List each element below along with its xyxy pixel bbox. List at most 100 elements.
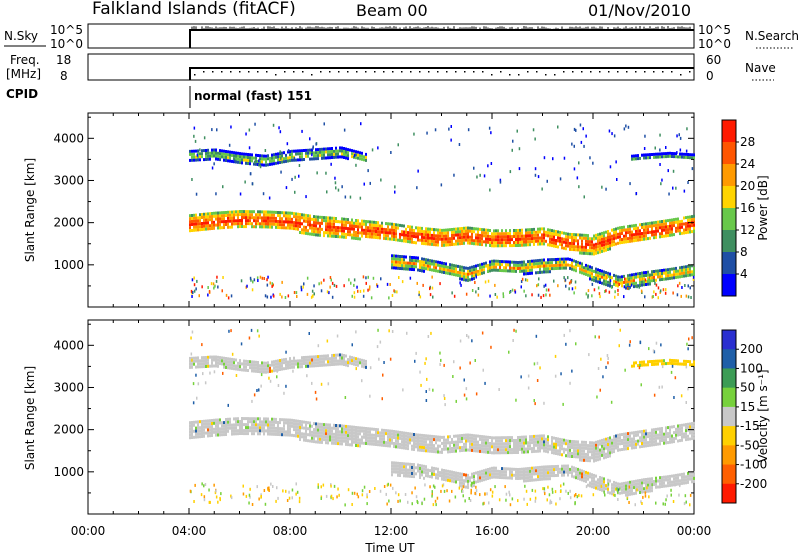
echo-cell xyxy=(451,471,453,474)
echo-cell xyxy=(567,465,569,468)
echo-cell xyxy=(395,468,397,471)
echo-cell xyxy=(419,467,421,470)
echo-cell xyxy=(441,451,443,454)
echo-cell xyxy=(569,468,571,471)
echo-cell xyxy=(611,244,613,247)
echo-cell xyxy=(189,214,191,217)
echo-cell xyxy=(275,220,277,223)
echo-cell xyxy=(557,261,559,264)
echo-cell xyxy=(577,233,579,236)
echo-cell xyxy=(505,266,507,269)
echo-cell xyxy=(311,431,313,434)
echo-cell xyxy=(313,434,315,437)
echo-cell xyxy=(253,216,255,219)
echo-cell xyxy=(433,467,435,470)
echo-cell xyxy=(443,448,445,451)
echo-cell xyxy=(517,445,519,448)
echo-cell xyxy=(605,271,607,274)
nave-dot xyxy=(257,71,259,73)
echo-cell xyxy=(250,172,252,175)
echo-cell xyxy=(485,451,487,454)
echo-cell xyxy=(289,425,291,428)
echo-cell xyxy=(453,231,455,234)
echo-cell xyxy=(457,230,459,233)
echo-cell xyxy=(545,468,547,471)
echo-cell xyxy=(197,154,199,157)
echo-cell xyxy=(399,236,401,239)
echo-cell xyxy=(465,437,467,440)
echo-cell xyxy=(659,163,661,166)
echo-cell xyxy=(489,263,491,266)
echo-cell xyxy=(280,157,282,160)
echo-cell xyxy=(325,172,327,175)
echo-cell xyxy=(481,470,483,473)
echo-cell xyxy=(383,438,385,441)
echo-cell xyxy=(437,229,439,232)
echo-cell xyxy=(579,252,581,255)
echo-cell xyxy=(683,223,685,226)
nave-dot xyxy=(500,71,502,73)
echo-cell xyxy=(257,279,259,282)
echo-cell xyxy=(373,443,375,446)
echo-cell xyxy=(215,422,217,425)
echo-cell xyxy=(313,215,315,218)
echo-cell xyxy=(513,267,515,270)
echo-cell xyxy=(601,250,603,253)
echo-cell xyxy=(223,223,225,226)
echo-cell xyxy=(423,230,425,233)
echo-cell xyxy=(639,232,641,235)
echo-cell xyxy=(311,218,313,221)
echo-cell xyxy=(525,473,527,476)
echo-cell xyxy=(205,420,207,423)
echo-cell xyxy=(467,480,469,483)
echo-cell xyxy=(317,441,319,444)
echo-cell xyxy=(419,449,421,452)
echo-cell xyxy=(669,438,671,441)
echo-cell xyxy=(197,222,199,225)
echo-cell xyxy=(205,149,207,152)
echo-cell xyxy=(535,240,537,243)
echo-cell xyxy=(493,442,495,445)
echo-cell xyxy=(371,440,373,443)
echo-cell xyxy=(587,294,589,297)
echo-cell xyxy=(569,258,571,261)
echo-cell xyxy=(559,453,561,456)
echo-cell xyxy=(523,264,525,267)
echo-cell xyxy=(213,224,215,227)
echo-cell xyxy=(389,439,391,442)
echo-cell xyxy=(225,153,227,156)
echo-cell xyxy=(321,157,323,160)
echo-cell xyxy=(327,423,329,426)
echo-cell xyxy=(201,423,203,426)
echo-cell xyxy=(301,423,303,426)
echo-cell xyxy=(445,448,447,451)
echo-cell xyxy=(247,417,249,420)
echo-cell xyxy=(605,240,607,243)
echo-cell xyxy=(683,229,685,232)
echo-cell xyxy=(203,420,205,423)
echo-cell xyxy=(321,438,323,441)
echo-cell xyxy=(315,227,317,230)
echo-cell xyxy=(473,227,475,230)
echo-cell xyxy=(559,438,561,441)
echo-cell xyxy=(253,157,255,160)
echo-cell xyxy=(473,277,475,280)
echo-cell xyxy=(327,231,329,234)
echo-cell xyxy=(405,265,407,268)
echo-cell xyxy=(577,455,579,458)
echo-cell xyxy=(543,236,545,239)
echo-cell xyxy=(196,280,198,283)
echo-cell xyxy=(409,237,411,240)
echo-cell xyxy=(691,224,693,227)
echo-cell xyxy=(341,436,343,439)
echo-cell xyxy=(385,222,387,225)
echo-cell xyxy=(303,436,305,439)
echo-cell xyxy=(395,445,397,448)
echo-cell xyxy=(567,264,569,267)
echo-cell xyxy=(415,232,417,235)
echo-cell xyxy=(479,234,481,237)
echo-cell xyxy=(301,426,303,429)
echo-cell xyxy=(489,451,491,454)
echo-cell xyxy=(647,228,649,231)
